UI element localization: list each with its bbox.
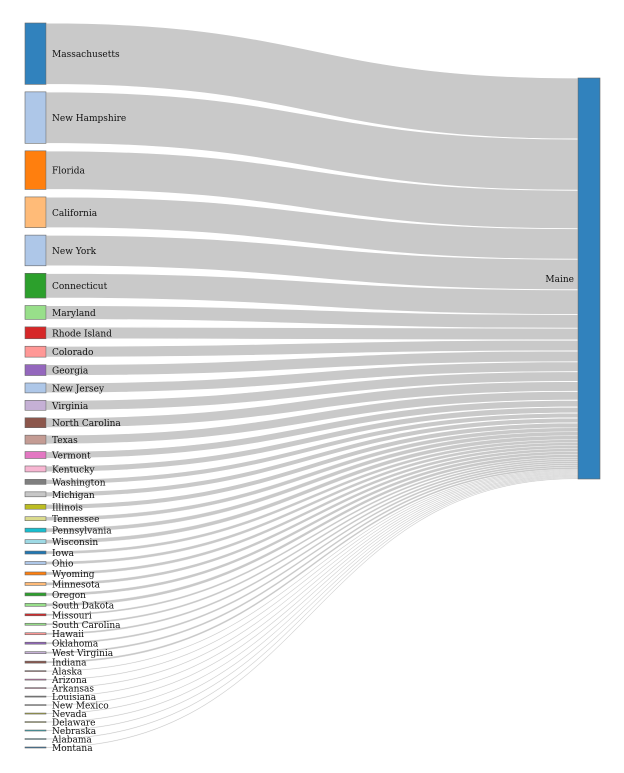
label-new-jersey: New Jersey [52,384,105,394]
node-montana[interactable] [24,746,47,749]
node-nebraska[interactable] [24,729,47,732]
label-alabama: Alabama [51,736,92,746]
label-pennsylvania: Pennsylvania [52,527,112,537]
node-nevada[interactable] [24,712,47,715]
node-alaska[interactable] [24,670,47,672]
nodes-layer [24,22,601,749]
node-south-carolina[interactable] [24,622,47,626]
label-nevada: Nevada [52,710,87,720]
label-kentucky: Kentucky [52,465,96,475]
node-west-virginia[interactable] [24,651,47,654]
label-michigan: Michigan [52,491,95,501]
label-wisconsin: Wisconsin [52,538,98,548]
node-delaware[interactable] [24,721,47,723]
links-layer [45,22,579,749]
node-washington[interactable] [24,479,47,485]
label-arkansas: Arkansas [51,685,94,695]
node-maine[interactable] [577,77,601,480]
label-washington: Washington [52,478,106,488]
label-wyoming: Wyoming [52,570,95,580]
label-alaska: Alaska [51,668,83,678]
label-rhode-island: Rhode Island [52,329,112,339]
label-virginia: Virginia [51,402,89,412]
node-south-dakota[interactable] [24,603,47,607]
label-arizona: Arizona [51,676,88,686]
label-minnesota: Minnesota [52,580,101,590]
node-arizona[interactable] [24,678,47,681]
label-massachusetts: Massachusetts [52,50,120,60]
node-kentucky[interactable] [24,465,47,473]
label-georgia: Georgia [52,367,89,377]
node-alabama[interactable] [24,738,47,740]
node-wisconsin[interactable] [24,539,47,544]
node-florida[interactable] [24,150,47,190]
node-minnesota[interactable] [24,582,47,586]
node-new-jersey[interactable] [24,382,47,394]
label-texas: Texas [52,436,78,446]
node-oklahoma[interactable] [24,641,47,645]
label-colorado: Colorado [52,348,93,358]
node-pennsylvania[interactable] [24,527,47,533]
node-ohio[interactable] [24,561,47,565]
label-hawaii: Hawaii [52,630,84,640]
node-north-carolina[interactable] [24,417,47,428]
label-south-dakota: South Dakota [52,601,115,611]
label-new-mexico: New Mexico [52,702,109,712]
node-wyoming[interactable] [24,571,47,576]
node-maryland[interactable] [24,305,47,320]
label-indiana: Indiana [52,659,87,669]
node-california[interactable] [24,196,47,228]
node-massachusetts[interactable] [24,22,47,85]
label-tennessee: Tennessee [52,515,99,525]
label-oregon: Oregon [52,591,86,601]
node-rhode-island[interactable] [24,326,47,340]
node-vermont[interactable] [24,451,47,459]
label-ohio: Ohio [52,560,73,570]
label-connecticut: Connecticut [52,282,108,292]
label-new-hampshire: New Hampshire [52,114,126,124]
node-iowa[interactable] [24,550,47,555]
node-arkansas[interactable] [24,687,47,689]
node-connecticut[interactable] [24,272,47,299]
node-colorado[interactable] [24,345,47,358]
node-illinois[interactable] [24,503,47,510]
label-missouri: Missouri [52,611,92,621]
node-indiana[interactable] [24,660,47,664]
label-nebraska: Nebraska [52,727,97,737]
label-louisiana: Louisiana [52,693,97,703]
label-new-york: New York [52,247,97,257]
label-iowa: Iowa [52,549,75,559]
label-west-virginia: West Virginia [52,649,114,659]
node-oregon[interactable] [24,592,47,597]
label-montana: Montana [52,744,93,754]
node-new-mexico[interactable] [24,704,47,706]
label-north-carolina: North Carolina [52,419,121,429]
node-michigan[interactable] [24,491,47,498]
node-hawaii[interactable] [24,632,47,636]
labels-layer: Massachusetts New Hampshire Florida Califor… [51,50,574,754]
node-louisiana[interactable] [24,695,47,698]
node-texas[interactable] [24,434,47,445]
label-maine: Maine [545,275,574,285]
label-delaware: Delaware [52,719,95,729]
label-south-carolina: South Carolina [52,621,121,631]
node-missouri[interactable] [24,613,47,617]
node-virginia[interactable] [24,400,47,411]
node-new-york[interactable] [24,234,47,267]
label-vermont: Vermont [51,452,91,462]
label-illinois: Illinois [52,503,83,513]
label-california: California [52,209,98,219]
node-new-hampshire[interactable] [24,91,47,144]
label-maryland: Maryland [52,309,96,319]
label-florida: Florida [52,167,85,177]
node-georgia[interactable] [24,364,47,376]
node-tennessee[interactable] [24,516,47,521]
link-rhode-island[interactable] [45,326,579,341]
label-oklahoma: Oklahoma [52,640,99,650]
